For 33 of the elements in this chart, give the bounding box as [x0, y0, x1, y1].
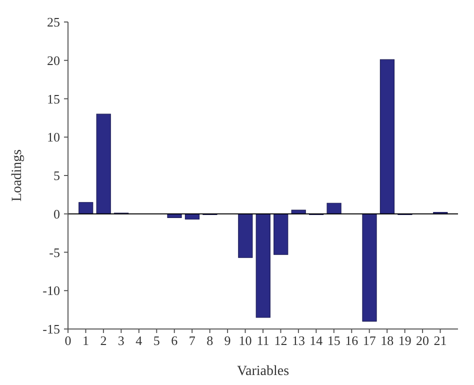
- y-tick-label: 25: [47, 14, 60, 30]
- x-tick-label: 7: [188, 333, 196, 348]
- x-tick-label: 19: [398, 333, 412, 348]
- x-tick-label: 18: [380, 333, 394, 348]
- y-tick-label: 10: [47, 130, 60, 145]
- x-tick-label: 5: [153, 333, 160, 348]
- x-tick-label: 16: [345, 333, 359, 348]
- x-tick-label: 15: [327, 333, 340, 348]
- y-tick-label: -10: [42, 283, 60, 298]
- y-tick-label: 15: [47, 91, 60, 106]
- x-tick-label: 20: [416, 333, 430, 348]
- x-tick-label: 17: [362, 333, 376, 348]
- x-tick-label: 21: [434, 333, 447, 348]
- y-axis-title: Loadings: [10, 149, 25, 202]
- x-tick-label: 8: [206, 333, 214, 348]
- y-tick-label: 5: [54, 168, 60, 184]
- x-tick-label: 6: [171, 333, 178, 348]
- y-tick-label: -5: [49, 244, 60, 260]
- x-tick-label: 12: [274, 333, 288, 348]
- y-tick-label: 20: [47, 52, 60, 68]
- x-axis-title: Variables: [236, 364, 290, 379]
- x-tick-label: 3: [118, 333, 124, 348]
- x-tick-label: 14: [310, 333, 324, 348]
- x-tick-label: 1: [82, 333, 89, 348]
- x-tick-label: 4: [136, 333, 143, 348]
- x-tick-label: 11: [256, 333, 270, 348]
- x-tick-label: 10: [238, 333, 252, 348]
- x-tick-label: 0: [64, 333, 72, 348]
- x-tick-label: 13: [292, 333, 305, 348]
- y-tick-label: 0: [54, 206, 60, 222]
- x-tick-label: 2: [100, 333, 107, 348]
- x-tick-label: 9: [224, 333, 231, 348]
- y-tick-label: -15: [42, 322, 60, 337]
